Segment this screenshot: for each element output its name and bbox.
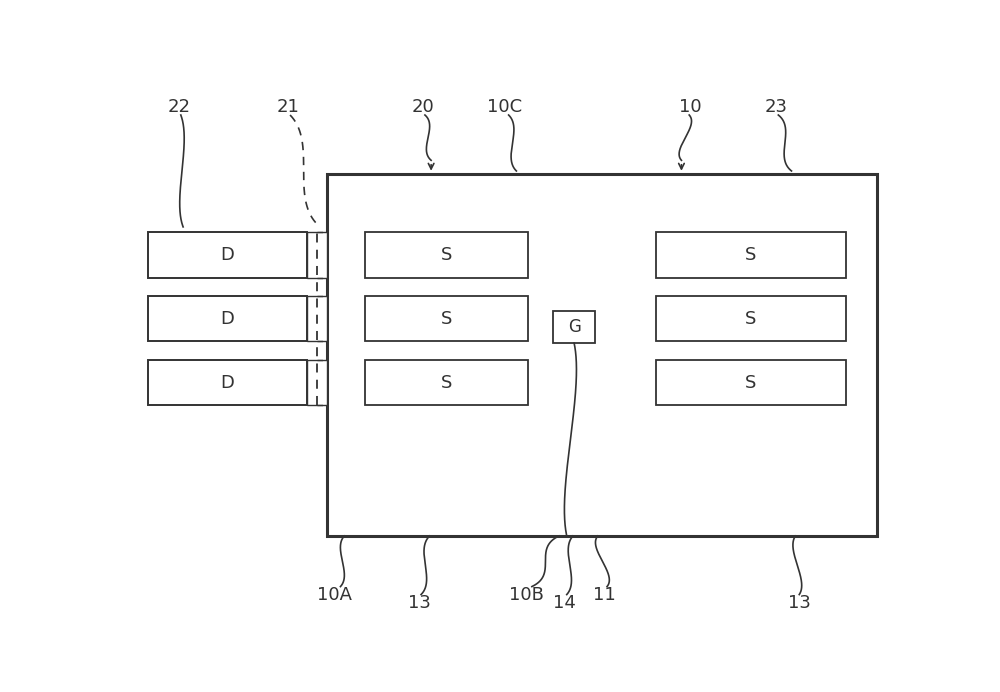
Bar	[148, 360, 307, 406]
Text: 23: 23	[765, 98, 788, 116]
Text: S: S	[441, 246, 452, 264]
Text: 22: 22	[168, 98, 191, 116]
Text: S: S	[441, 374, 452, 392]
Text: 10: 10	[679, 98, 702, 116]
Text: 13: 13	[408, 594, 431, 612]
Text: 11: 11	[593, 585, 615, 603]
Text: S: S	[745, 374, 757, 392]
Text: S: S	[745, 246, 757, 264]
Bar	[148, 233, 307, 277]
Bar	[307, 296, 326, 341]
Text: S: S	[441, 310, 452, 328]
Text: 21: 21	[276, 98, 299, 116]
Text: 10B: 10B	[509, 585, 544, 603]
Bar	[553, 311, 595, 343]
Bar	[656, 233, 846, 277]
Bar	[656, 360, 846, 406]
Bar	[656, 296, 846, 341]
Bar	[365, 233, 528, 277]
Text: 14: 14	[553, 594, 576, 612]
Bar	[307, 360, 326, 406]
Bar	[365, 360, 528, 406]
Bar	[365, 296, 528, 341]
Bar	[326, 174, 877, 536]
Bar	[307, 233, 326, 277]
Text: 20: 20	[412, 98, 435, 116]
Text: 13: 13	[788, 594, 811, 612]
Text: 10A: 10A	[317, 585, 352, 603]
Text: D: D	[221, 310, 235, 328]
Bar	[148, 296, 307, 341]
Text: D: D	[221, 374, 235, 392]
Text: S: S	[745, 310, 757, 328]
Text: 10C: 10C	[487, 98, 522, 116]
Text: D: D	[221, 246, 235, 264]
Text: G: G	[568, 318, 581, 336]
